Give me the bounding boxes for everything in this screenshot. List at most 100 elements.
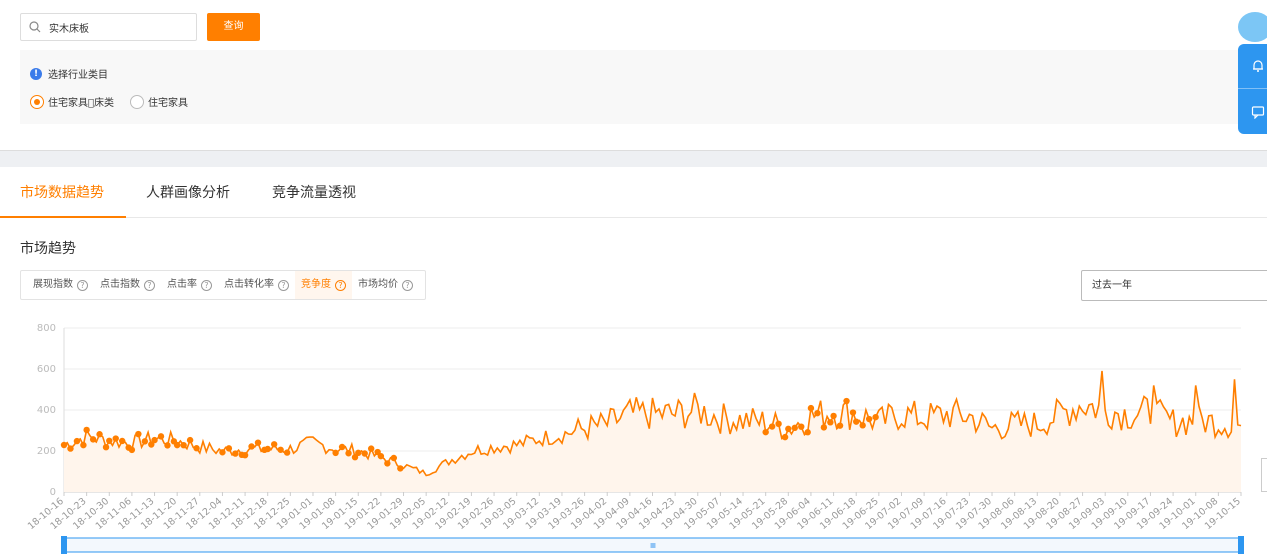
question-icon[interactable]: ? bbox=[77, 279, 88, 291]
metric-label: 市场均价 bbox=[358, 279, 398, 290]
data-point bbox=[785, 425, 792, 433]
data-point bbox=[148, 441, 155, 448]
metric-impression-index[interactable]: 展现指数? bbox=[27, 271, 94, 299]
avatar[interactable] bbox=[1238, 12, 1267, 42]
data-point bbox=[141, 438, 149, 445]
metric-avg-price[interactable]: 市场均价? bbox=[352, 271, 419, 299]
data-point bbox=[112, 435, 119, 442]
data-point bbox=[775, 420, 782, 428]
industry-filter-panel: ! 选择行业类目 住宅家具 床类 住宅家具 bbox=[20, 50, 1250, 124]
chat-icon[interactable] bbox=[1238, 89, 1267, 134]
data-point bbox=[180, 441, 187, 449]
data-point bbox=[843, 397, 850, 405]
data-point bbox=[836, 422, 844, 429]
data-point bbox=[853, 418, 860, 425]
data-point bbox=[119, 437, 126, 445]
side-handle[interactable] bbox=[1261, 458, 1267, 492]
series-area bbox=[64, 371, 1241, 492]
tab-market-trend[interactable]: 市场数据趋势 bbox=[0, 167, 126, 218]
data-point bbox=[173, 441, 181, 449]
metric-tabs: 展现指数? 点击指数? 点击率? 点击转化率? 竞争度? 市场均价? bbox=[20, 270, 426, 300]
industry-radio-group: 住宅家具 床类 住宅家具 bbox=[30, 94, 204, 109]
data-point bbox=[872, 413, 879, 421]
data-point bbox=[390, 454, 398, 462]
data-point bbox=[384, 460, 391, 467]
data-point bbox=[804, 429, 811, 436]
data-point bbox=[807, 404, 815, 412]
industry-hint-text: 选择行业类目 bbox=[48, 70, 108, 81]
data-point bbox=[820, 424, 828, 431]
data-point bbox=[219, 449, 226, 456]
metric-competition[interactable]: 竞争度? bbox=[295, 271, 352, 299]
metric-label: 点击转化率 bbox=[224, 279, 274, 290]
query-button[interactable]: 查询 bbox=[207, 13, 260, 41]
data-point bbox=[397, 465, 404, 472]
data-point bbox=[135, 430, 142, 438]
question-icon[interactable]: ? bbox=[402, 279, 413, 291]
search-input[interactable] bbox=[49, 21, 179, 33]
y-tick-label: 200 bbox=[37, 446, 56, 457]
industry-option-bed[interactable]: 住宅家具 床类 bbox=[30, 94, 114, 109]
question-icon[interactable]: ? bbox=[201, 279, 212, 291]
metric-label: 点击率 bbox=[167, 279, 197, 290]
search-box[interactable] bbox=[20, 13, 197, 41]
question-icon[interactable]: ? bbox=[144, 279, 155, 291]
zoom-center-handle bbox=[650, 543, 656, 548]
time-range-select[interactable]: 过去一年 bbox=[1081, 270, 1267, 301]
data-point bbox=[283, 449, 291, 456]
metric-conversion-rate[interactable]: 点击转化率? bbox=[218, 271, 295, 299]
section-title: 市场趋势 bbox=[20, 241, 76, 257]
data-point bbox=[241, 451, 249, 459]
data-point bbox=[859, 422, 866, 429]
industry-option-label: 住宅家具 床类 bbox=[48, 98, 115, 109]
data-point bbox=[865, 415, 873, 423]
search-header: 查询 ! 选择行业类目 住宅家具 床类 住宅家具 bbox=[0, 0, 1267, 150]
metric-label: 点击指数 bbox=[100, 279, 140, 290]
data-point bbox=[193, 445, 200, 452]
metric-ctr[interactable]: 点击率? bbox=[161, 271, 218, 299]
data-point bbox=[768, 423, 776, 430]
series-line bbox=[63, 370, 1242, 477]
data-point bbox=[762, 428, 769, 436]
y-tick-label: 0 bbox=[50, 487, 56, 498]
metric-label: 展现指数 bbox=[33, 279, 73, 290]
data-point bbox=[814, 409, 821, 417]
trend-chart: 020040060080018-10-1618-10-2318-10-3018-… bbox=[26, 323, 1244, 554]
tab-competition-traffic[interactable]: 竞争流量透视 bbox=[272, 185, 356, 201]
data-point bbox=[151, 436, 158, 444]
data-point bbox=[60, 441, 68, 449]
info-icon: ! bbox=[30, 67, 42, 80]
data-point bbox=[96, 431, 103, 438]
bell-icon[interactable] bbox=[1238, 44, 1267, 89]
search-icon bbox=[29, 21, 41, 33]
data-point bbox=[277, 446, 284, 453]
data-point bbox=[270, 441, 278, 448]
data-point bbox=[361, 450, 368, 457]
data-point bbox=[67, 445, 74, 452]
question-icon[interactable]: ? bbox=[278, 279, 289, 291]
zoom-handle-left bbox=[61, 536, 67, 554]
data-point bbox=[798, 423, 805, 430]
data-point bbox=[355, 449, 362, 457]
radio-checked-icon[interactable] bbox=[30, 94, 44, 109]
industry-option-label: 住宅家具 bbox=[148, 98, 189, 109]
data-point bbox=[164, 442, 171, 449]
tab-audience-profile[interactable]: 人群画像分析 bbox=[146, 185, 230, 201]
industry-option-furniture[interactable]: 住宅家具 bbox=[130, 94, 188, 109]
metric-click-index[interactable]: 点击指数? bbox=[94, 271, 161, 299]
floating-toolbar bbox=[1238, 44, 1267, 134]
data-point bbox=[332, 449, 339, 457]
question-icon[interactable]: ? bbox=[335, 279, 346, 291]
data-point bbox=[254, 439, 262, 446]
data-point bbox=[106, 437, 113, 444]
zoom-handle-right bbox=[1238, 536, 1244, 554]
section-divider bbox=[0, 150, 1267, 167]
data-point bbox=[849, 409, 857, 416]
data-point bbox=[225, 445, 233, 452]
data-point bbox=[232, 450, 239, 457]
data-point bbox=[827, 419, 834, 426]
radio-unchecked-icon[interactable] bbox=[130, 94, 145, 109]
data-point bbox=[83, 426, 90, 434]
data-point bbox=[89, 436, 97, 443]
data-point bbox=[830, 412, 837, 420]
